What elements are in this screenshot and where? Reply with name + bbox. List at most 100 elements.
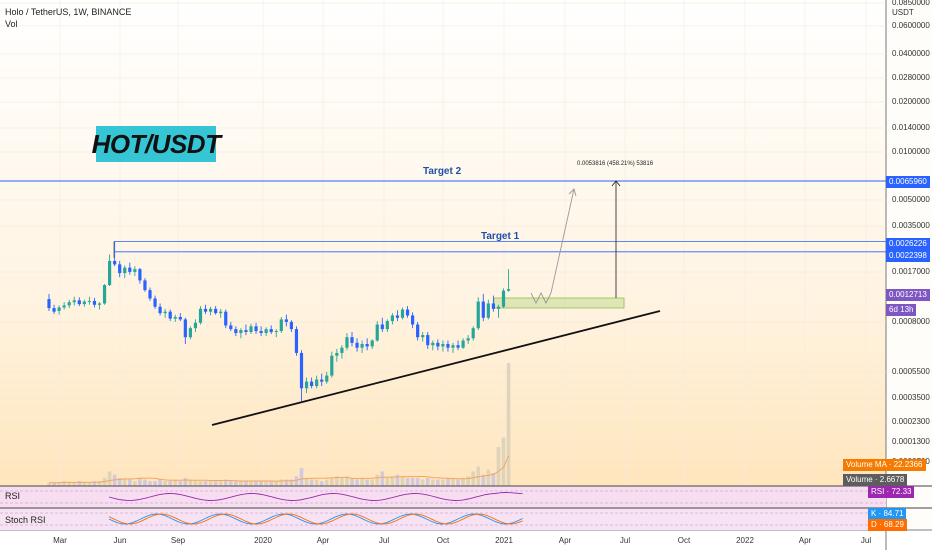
volume-bar xyxy=(82,482,87,486)
volume-bar xyxy=(229,481,233,486)
volume-bar xyxy=(355,479,359,486)
projection-arrow xyxy=(550,188,575,294)
candle xyxy=(47,299,51,309)
volume-bar xyxy=(481,474,486,486)
candle xyxy=(451,345,455,348)
time-tick-label: 2021 xyxy=(495,536,513,545)
volume-bar xyxy=(299,468,304,486)
candle xyxy=(426,335,430,346)
volume-bar xyxy=(269,481,273,486)
volume-bar xyxy=(178,481,183,486)
candle xyxy=(62,305,66,308)
candle xyxy=(57,307,61,311)
price-tick-label: 0.0017000 xyxy=(892,267,930,276)
candle xyxy=(214,308,218,314)
candle xyxy=(476,301,480,329)
candle xyxy=(441,344,445,347)
volume-bar xyxy=(335,476,339,486)
time-tick-label: Oct xyxy=(677,536,691,545)
candle xyxy=(304,381,309,389)
volume-bar xyxy=(461,477,465,486)
candle xyxy=(279,319,283,332)
hot-usdt-badge: HOT/USDT xyxy=(92,126,221,162)
candle xyxy=(310,381,314,387)
candle xyxy=(501,290,506,307)
volume-bar xyxy=(234,481,238,486)
time-tick-label: Sep xyxy=(170,536,186,545)
volume-bar xyxy=(314,479,319,486)
candle xyxy=(219,311,223,314)
time-tick-label: Jul xyxy=(619,536,631,545)
time-tick-label: Apr xyxy=(558,536,572,545)
candle xyxy=(411,315,415,325)
candle xyxy=(92,300,97,305)
volume-bar xyxy=(380,471,385,486)
volume-bar xyxy=(486,469,491,486)
candle xyxy=(370,340,374,347)
stoch-k-tag: K · 84.71 xyxy=(868,508,907,520)
candle xyxy=(234,329,238,334)
candle xyxy=(183,319,187,338)
price-tag: 0.0065960 xyxy=(886,176,930,188)
candle xyxy=(335,352,339,356)
candle xyxy=(385,321,389,330)
candle xyxy=(486,303,490,318)
candle xyxy=(67,302,71,306)
volume-bar xyxy=(92,481,97,486)
volume-bar xyxy=(410,477,415,486)
candle xyxy=(375,324,379,341)
volume-bar xyxy=(72,482,77,486)
time-tick-label: Jul xyxy=(378,536,390,545)
candle xyxy=(395,315,400,318)
candle xyxy=(320,379,324,382)
candle xyxy=(123,267,127,274)
time-tick-label: Apr xyxy=(316,536,330,545)
candle xyxy=(244,330,248,333)
time-tick-label: Oct xyxy=(436,536,450,545)
volume-bar xyxy=(415,477,420,486)
candle xyxy=(158,306,162,314)
candle xyxy=(315,379,319,387)
candle xyxy=(153,298,157,307)
volume-bar xyxy=(350,477,354,486)
price-tag: 0.0012713 xyxy=(886,289,930,301)
volume-bar xyxy=(279,479,284,486)
volume-bar xyxy=(289,479,294,486)
volume-bar xyxy=(122,479,127,486)
volume-bar xyxy=(264,481,268,486)
volume-bar xyxy=(193,481,198,486)
volume-bar xyxy=(436,479,440,486)
price-tick-label: 0.0400000 xyxy=(892,49,930,58)
projection-zigzag xyxy=(530,292,552,304)
candle xyxy=(118,264,122,274)
rsi-value-tag: RSI · 72.33 xyxy=(868,486,915,498)
stoch-d-line xyxy=(108,513,523,525)
volume-bar xyxy=(107,471,112,486)
volume-bar xyxy=(390,476,395,486)
price-unit-label: USDT xyxy=(892,8,914,17)
candle xyxy=(163,311,167,314)
candle xyxy=(471,328,475,339)
rsi-pane-label: RSI xyxy=(5,491,21,501)
candle xyxy=(491,303,495,309)
volume-bar xyxy=(163,481,167,486)
price-tick-label: 0.0005500 xyxy=(892,367,930,376)
volume-bar xyxy=(168,481,172,486)
candle xyxy=(355,342,359,348)
volume-bar xyxy=(143,479,147,486)
volume-bar xyxy=(395,474,400,486)
volume-bar xyxy=(456,479,460,486)
price-tick-label: 0.0280000 xyxy=(892,73,930,82)
time-tick-label: Jul xyxy=(860,536,872,545)
candle xyxy=(390,315,394,322)
candle xyxy=(77,300,81,305)
volume-bar xyxy=(405,477,410,486)
candle xyxy=(113,260,117,265)
measure-arrow-head xyxy=(611,180,621,187)
volume-bar xyxy=(304,477,309,486)
candle xyxy=(416,324,420,338)
price-tick-label: 0.0050000 xyxy=(892,195,930,204)
volume-bar xyxy=(259,481,263,486)
